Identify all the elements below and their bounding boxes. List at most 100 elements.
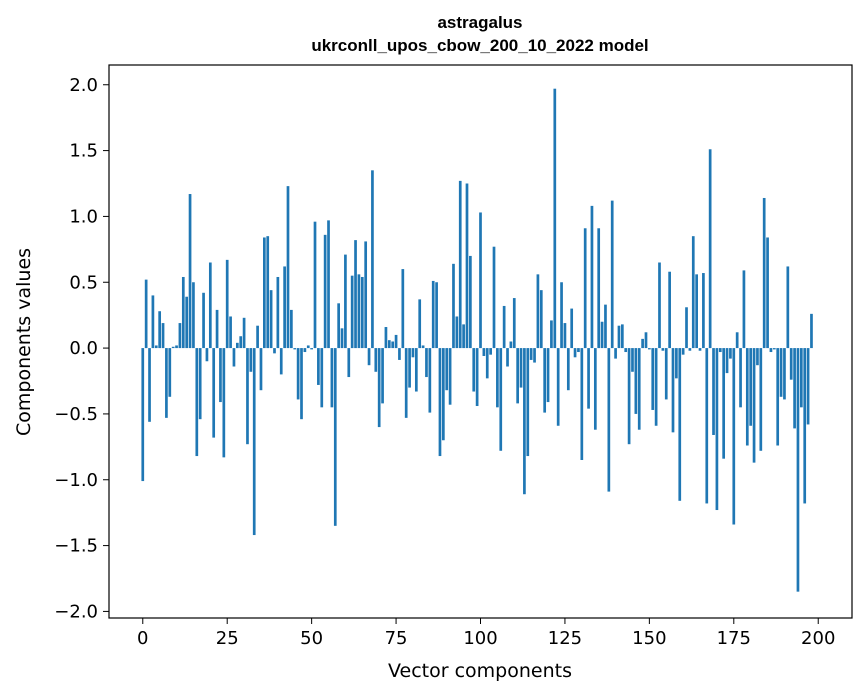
bar-89: [442, 348, 445, 441]
y-tick-label: 1.5: [69, 141, 98, 162]
bar-132: [587, 348, 590, 409]
bar-15: [192, 282, 195, 349]
x-tick-label: 0: [137, 628, 148, 649]
bar-104: [492, 246, 496, 349]
bar-158: [675, 348, 678, 379]
bar-172: [722, 348, 726, 459]
bar-115: [529, 348, 533, 360]
bar-11: [178, 323, 182, 349]
bar-91: [448, 348, 452, 405]
bar-5: [158, 311, 162, 349]
bar-113: [523, 348, 526, 495]
bar-138: [607, 348, 611, 492]
bar-67: [367, 348, 371, 366]
x-tick-label: 75: [385, 628, 408, 649]
x-tick-label: 50: [300, 628, 323, 649]
bar-71: [381, 348, 384, 404]
bar-14: [188, 194, 192, 349]
bar-73: [387, 340, 391, 349]
bar-169: [712, 348, 715, 435]
bar-33: [252, 348, 256, 536]
bar-60: [344, 254, 347, 349]
bar-38: [269, 290, 273, 349]
bar-83: [421, 345, 425, 349]
bar-181: [752, 348, 756, 463]
bar-188: [776, 348, 780, 446]
bar-13: [185, 296, 189, 349]
bar-62: [350, 275, 354, 349]
bar-98: [472, 348, 476, 392]
bar-18: [202, 292, 205, 349]
bar-111: [516, 348, 519, 404]
x-tick-label: 25: [216, 628, 239, 649]
bar-81: [414, 348, 418, 392]
bar-101: [482, 348, 486, 356]
bar-161: [685, 307, 688, 349]
bar-185: [766, 237, 769, 349]
bar-40: [276, 276, 280, 349]
bar-72: [384, 327, 388, 349]
bar-178: [742, 270, 746, 349]
bar-148: [641, 338, 644, 349]
bar-157: [671, 348, 675, 433]
bar-108: [506, 348, 509, 367]
bar-144: [627, 348, 631, 445]
bar-84: [425, 348, 428, 378]
chart-subtitle: ukrconll_upos_cbow_200_10_2022 model: [311, 36, 648, 55]
bar-150: [648, 348, 651, 350]
x-tick-label: 100: [463, 628, 497, 649]
bar-30: [242, 317, 246, 349]
x-tick-label: 125: [548, 628, 582, 649]
bar-32: [249, 348, 253, 372]
bar-35: [259, 348, 263, 391]
bar-28: [235, 342, 239, 349]
bar-86: [431, 280, 435, 349]
bar-24: [222, 348, 226, 458]
bar-94: [458, 180, 462, 349]
bar-52: [317, 348, 320, 385]
y-tick-label: −2.0: [54, 601, 98, 622]
bar-61: [347, 348, 351, 378]
bar-137: [604, 304, 607, 349]
bar-194: [796, 348, 800, 592]
bar-59: [340, 328, 344, 349]
bar-168: [708, 149, 712, 349]
bar-9: [171, 346, 175, 349]
bar-171: [718, 348, 722, 353]
bar-95: [462, 324, 465, 349]
bar-163: [691, 236, 695, 349]
bar-16: [195, 348, 199, 457]
bar-21: [212, 348, 216, 438]
bar-134: [593, 348, 597, 430]
bar-1: [144, 279, 148, 349]
x-tick-label: 175: [717, 628, 751, 649]
x-tick-label: 150: [632, 628, 666, 649]
bar-3: [151, 295, 155, 349]
bar-102: [485, 348, 489, 379]
bar-153: [658, 262, 661, 349]
bar-100: [479, 212, 482, 349]
bar-142: [620, 324, 624, 349]
bar-65: [360, 276, 364, 349]
y-tick-label: −1.0: [54, 470, 98, 491]
bar-127: [570, 308, 574, 349]
bar-6: [161, 323, 165, 349]
bar-141: [617, 325, 621, 349]
bar-186: [769, 348, 773, 353]
bar-116: [533, 348, 536, 363]
bar-23: [219, 348, 222, 403]
bar-2: [148, 348, 151, 422]
bar-19: [205, 348, 209, 362]
bar-124: [560, 282, 563, 349]
bar-118: [539, 290, 543, 349]
bar-133: [590, 205, 594, 349]
y-tick-label: −0.5: [54, 404, 98, 425]
bar-135: [597, 228, 601, 349]
bar-66: [364, 241, 368, 349]
bar-125: [563, 323, 567, 349]
bar-55: [327, 220, 330, 349]
bar-128: [573, 348, 577, 358]
bar-167: [705, 348, 709, 504]
bar-105: [496, 348, 499, 408]
